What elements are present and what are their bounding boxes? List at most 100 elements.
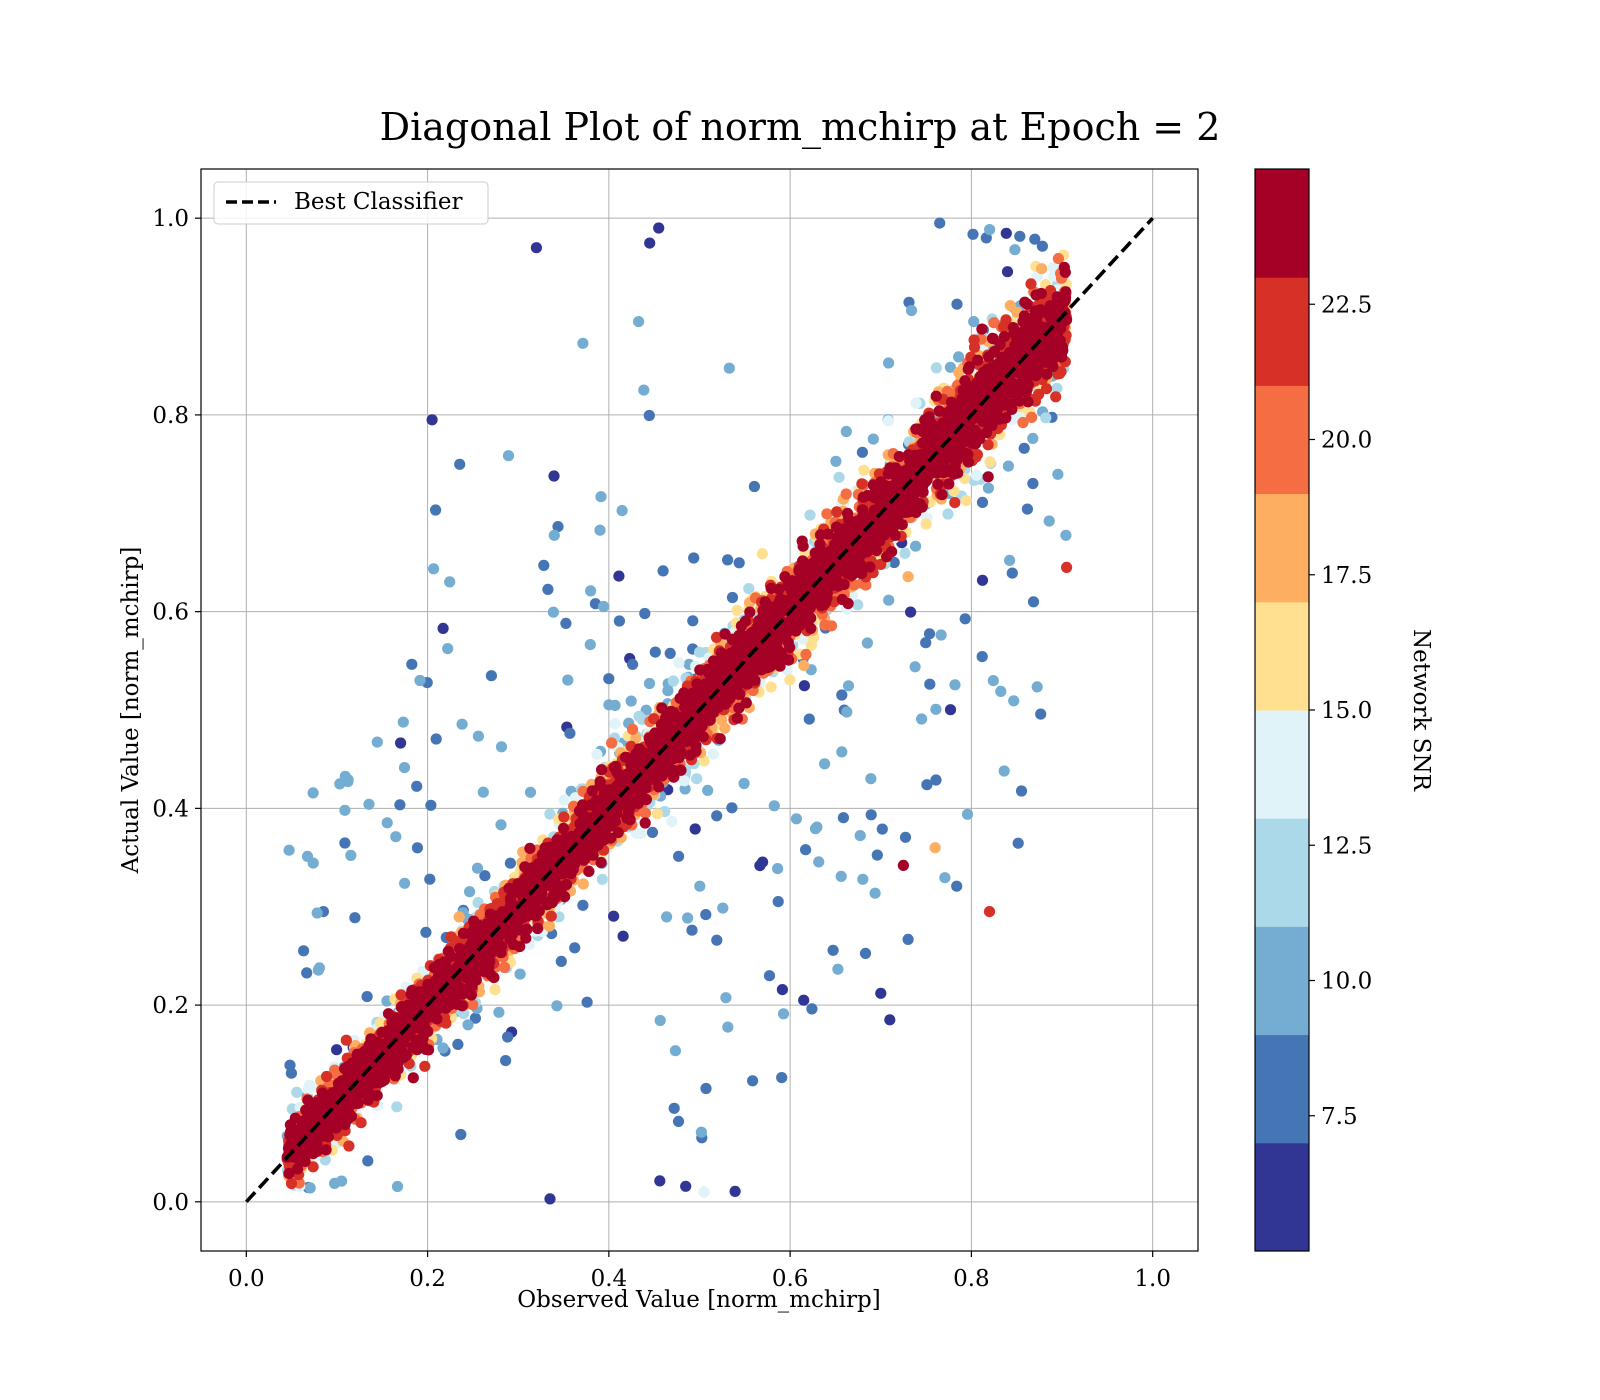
scatter-point (397, 716, 409, 728)
scatter-point (444, 576, 456, 588)
scatter-point (1047, 262, 1059, 274)
scatter-point (902, 933, 914, 946)
scatter-point (689, 823, 701, 835)
scatter-point (453, 911, 465, 923)
scatter-point (910, 540, 922, 552)
scatter-point (875, 987, 887, 999)
scatter-point (471, 862, 484, 874)
scatter-point (581, 996, 593, 1008)
scatter-point (976, 651, 988, 663)
scatter-point (1036, 240, 1048, 252)
scatter-point (899, 547, 911, 559)
scatter-point (562, 674, 574, 686)
scatter-point (836, 689, 848, 701)
scatter-point (651, 808, 663, 820)
scatter-point (653, 222, 665, 234)
scatter-point (720, 992, 732, 1004)
scatter-point (648, 713, 660, 725)
scatter-point (934, 217, 946, 229)
scatter-point (649, 646, 661, 658)
scatter-point (374, 1017, 386, 1029)
scatter-point (984, 456, 996, 468)
scatter-point (717, 902, 729, 914)
scatter-point (833, 471, 845, 483)
scatter-point (613, 615, 626, 627)
scatter-point (442, 643, 454, 655)
scatter-point (555, 955, 567, 968)
scatter-point (560, 617, 572, 630)
scatter-point (768, 800, 780, 812)
scatter-point (454, 458, 466, 470)
scatter-point (617, 930, 629, 942)
scatter-point (970, 469, 983, 481)
scatter-point (361, 991, 373, 1003)
scatter-point (865, 809, 877, 821)
scatter-point (939, 872, 951, 884)
scatter-point (905, 606, 917, 618)
scatter-point (1026, 411, 1038, 423)
scatter-point (694, 646, 706, 658)
scatter-point (430, 504, 442, 516)
scatter-point (633, 316, 645, 328)
scatter-point (638, 384, 650, 396)
scatter-point (542, 583, 554, 596)
scatter-point (916, 713, 928, 725)
scatter-point (988, 317, 1000, 329)
scatter-point (983, 906, 996, 918)
scatter-point (406, 658, 418, 670)
scatter-point (538, 559, 550, 572)
scatter-point (680, 1180, 692, 1192)
scatter-point (830, 455, 842, 467)
scatter-point (1000, 227, 1012, 239)
scatter-point (672, 1115, 685, 1127)
scatter-point (790, 813, 803, 825)
scatter-point (1004, 300, 1016, 312)
scatter-point (700, 1082, 712, 1095)
scatter-point (657, 565, 669, 577)
scatter-point (837, 812, 850, 824)
scatter-point (569, 942, 581, 954)
scatter-point (552, 521, 564, 533)
scatter-point (669, 1045, 682, 1057)
scatter-point (495, 819, 507, 831)
scatter-point (437, 622, 449, 635)
scatter-point (303, 1079, 316, 1091)
scatter-point (707, 748, 719, 760)
scatter-point (686, 924, 698, 936)
scatter-point (398, 762, 411, 774)
scatter-point (603, 699, 615, 711)
scatter-point (930, 362, 943, 374)
scatter-points (281, 217, 1073, 1205)
scatter-point (910, 397, 922, 409)
scatter-point (577, 878, 589, 890)
scatter-point (437, 1042, 449, 1054)
scatter-point (304, 1182, 316, 1194)
scatter-point (1052, 468, 1064, 480)
scatter-point (349, 912, 361, 924)
scatter-point (551, 1000, 563, 1012)
scatter-point (930, 774, 942, 786)
scatter-point (710, 631, 723, 644)
scatter-point (627, 723, 639, 735)
scatter-point (456, 718, 468, 730)
scatter-point (747, 1075, 759, 1087)
scatter-point (1018, 442, 1030, 454)
scatter-point (1061, 561, 1073, 574)
scatter-point (924, 678, 936, 690)
scatter-point (301, 850, 314, 863)
scatter-point (1060, 529, 1072, 541)
scatter-point (485, 670, 497, 682)
scatter-point (1008, 695, 1020, 707)
scatter-point (731, 604, 743, 616)
scatter-point (426, 414, 438, 426)
scatter-point (452, 1038, 464, 1050)
scatter-point (840, 425, 852, 438)
scatter-point (495, 741, 508, 753)
scatter-point (639, 607, 651, 620)
scatter-point (616, 505, 628, 517)
scatter-point (935, 629, 947, 641)
scatter-point (871, 849, 883, 861)
scatter-point (899, 831, 912, 843)
scatter-point (805, 639, 818, 651)
